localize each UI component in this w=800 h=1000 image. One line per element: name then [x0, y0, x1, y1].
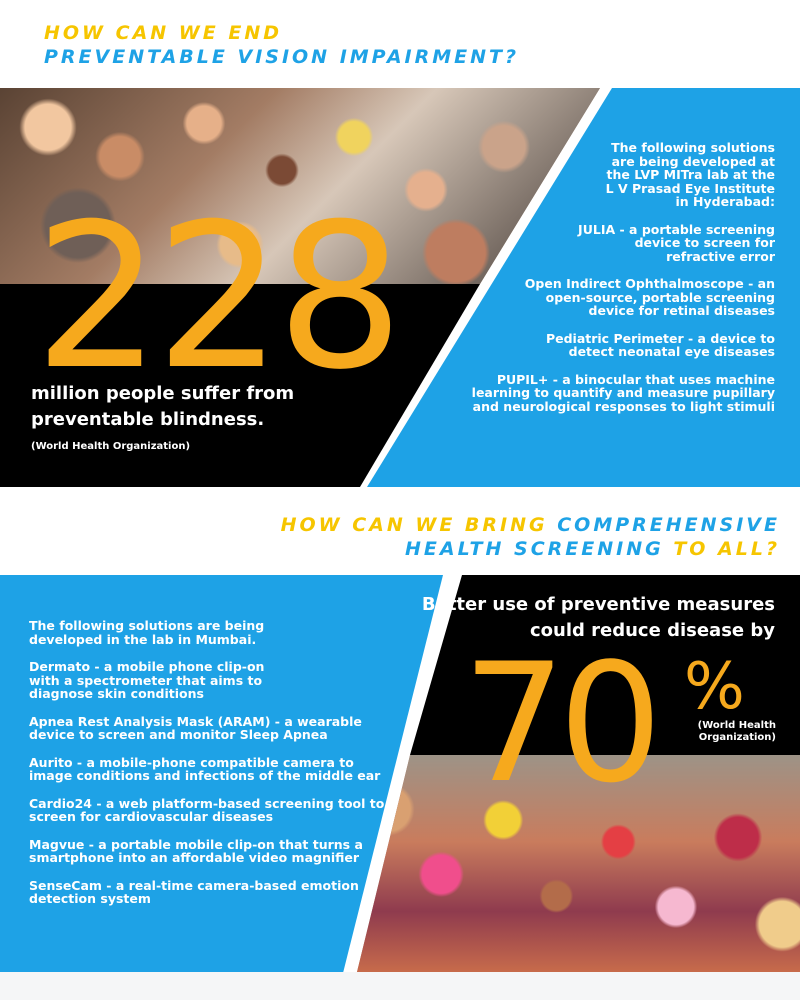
- solution-item: Open Indirect Ophthalmoscope - an open-s…: [524, 276, 775, 318]
- solutions-list-top: The following solutions are being develo…: [455, 141, 775, 427]
- solutions-blue-panel-top: [367, 88, 800, 487]
- bottom-strip: [0, 972, 800, 1000]
- crowd-photo-top: [0, 88, 600, 284]
- stat-source-bottom-line2: Organization): [698, 732, 776, 743]
- middle-heading-part1: HOW CAN WE BRING: [280, 514, 548, 536]
- solutions-intro-top: The following solutions are being develo…: [605, 140, 775, 209]
- solution-item: Dermato - a mobile phone clip-on with a …: [29, 659, 265, 701]
- middle-heading-line1: HOW CAN WE BRING COMPREHENSIVE: [230, 513, 780, 537]
- solution-item: PUPIL+ - a binocular that uses machine l…: [471, 371, 775, 414]
- top-heading-line2: PREVENTABLE VISION IMPAIRMENT?: [44, 46, 520, 68]
- middle-heading-part2: COMPREHENSIVE: [557, 514, 780, 536]
- middle-heading-part4: TO ALL?: [673, 538, 780, 560]
- stat-percent-sign: %: [684, 650, 745, 724]
- solution-item: Pediatric Perimeter - a device to detect…: [545, 330, 775, 359]
- middle-heading-line2: HEALTH SCREENING TO ALL?: [230, 537, 780, 561]
- crowd-photo-bottom: [357, 755, 800, 972]
- stat-black-panel-top: [0, 284, 480, 487]
- stat-number-228: 228: [34, 181, 404, 414]
- solution-item: Magvue - a portable mobile clip-on that …: [29, 836, 363, 865]
- stat-source-bottom-line1: (World Health: [697, 720, 776, 731]
- stat-description-top: million people suffer from preventable b…: [31, 381, 294, 433]
- solution-item: Aurito - a mobile-phone compatible camer…: [29, 754, 381, 783]
- top-heading: HOW CAN WE END PREVENTABLE VISION IMPAIR…: [44, 21, 519, 69]
- stat-description-bottom-line1: Better use of preventive measures: [421, 594, 775, 615]
- solution-item: SenseCam - a real-time camera-based emot…: [29, 877, 359, 906]
- solutions-blue-panel-bottom: [0, 575, 443, 985]
- middle-heading: HOW CAN WE BRING COMPREHENSIVE HEALTH SC…: [230, 513, 780, 561]
- solution-item: Cardio24 - a web platform-based screenin…: [29, 795, 385, 824]
- solution-item: Apnea Rest Analysis Mask (ARAM) - a wear…: [29, 713, 362, 742]
- stat-number-70: 70: [462, 628, 663, 819]
- stat-description-bottom-line2: could reduce disease by: [529, 620, 775, 641]
- stat-source-bottom: (World Health Organization): [650, 720, 776, 744]
- solutions-intro-bottom: The following solutions are being develo…: [29, 618, 265, 647]
- stat-description-bottom: Better use of preventive measures could …: [365, 592, 775, 644]
- stat-black-panel-bottom: [410, 575, 800, 755]
- stat-description-line1: million people suffer from: [31, 383, 295, 404]
- top-heading-line1: HOW CAN WE END: [44, 22, 282, 44]
- stat-source-top: (World Health Organization): [31, 441, 191, 452]
- solution-item: JULIA - a portable screening device to s…: [578, 221, 775, 264]
- solutions-list-bottom: The following solutions are being develo…: [29, 619, 389, 920]
- middle-heading-part3: HEALTH SCREENING: [404, 538, 664, 560]
- stat-description-line2: preventable blindness.: [31, 409, 265, 430]
